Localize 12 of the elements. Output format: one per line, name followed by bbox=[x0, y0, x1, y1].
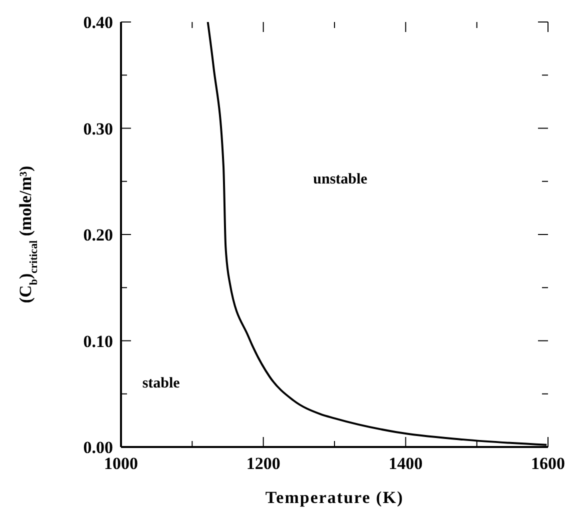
y-tick-label: 0.00 bbox=[83, 438, 113, 457]
y-tick-label: 0.20 bbox=[83, 226, 113, 244]
annotation: stable bbox=[142, 376, 180, 392]
y-tick-label: 0.10 bbox=[83, 332, 113, 351]
y-tick-label: 0.30 bbox=[83, 119, 113, 138]
x-tick-label: 1000 bbox=[104, 454, 138, 473]
x-tick-label: 1200 bbox=[246, 454, 280, 473]
annotation: unstable bbox=[313, 172, 368, 188]
x-tick-label: 1600 bbox=[531, 454, 565, 473]
y-tick-label: 0.40 bbox=[83, 13, 113, 32]
x-tick-label: 1400 bbox=[388, 454, 423, 473]
x-axis-title: Temperature (K) bbox=[265, 488, 404, 507]
